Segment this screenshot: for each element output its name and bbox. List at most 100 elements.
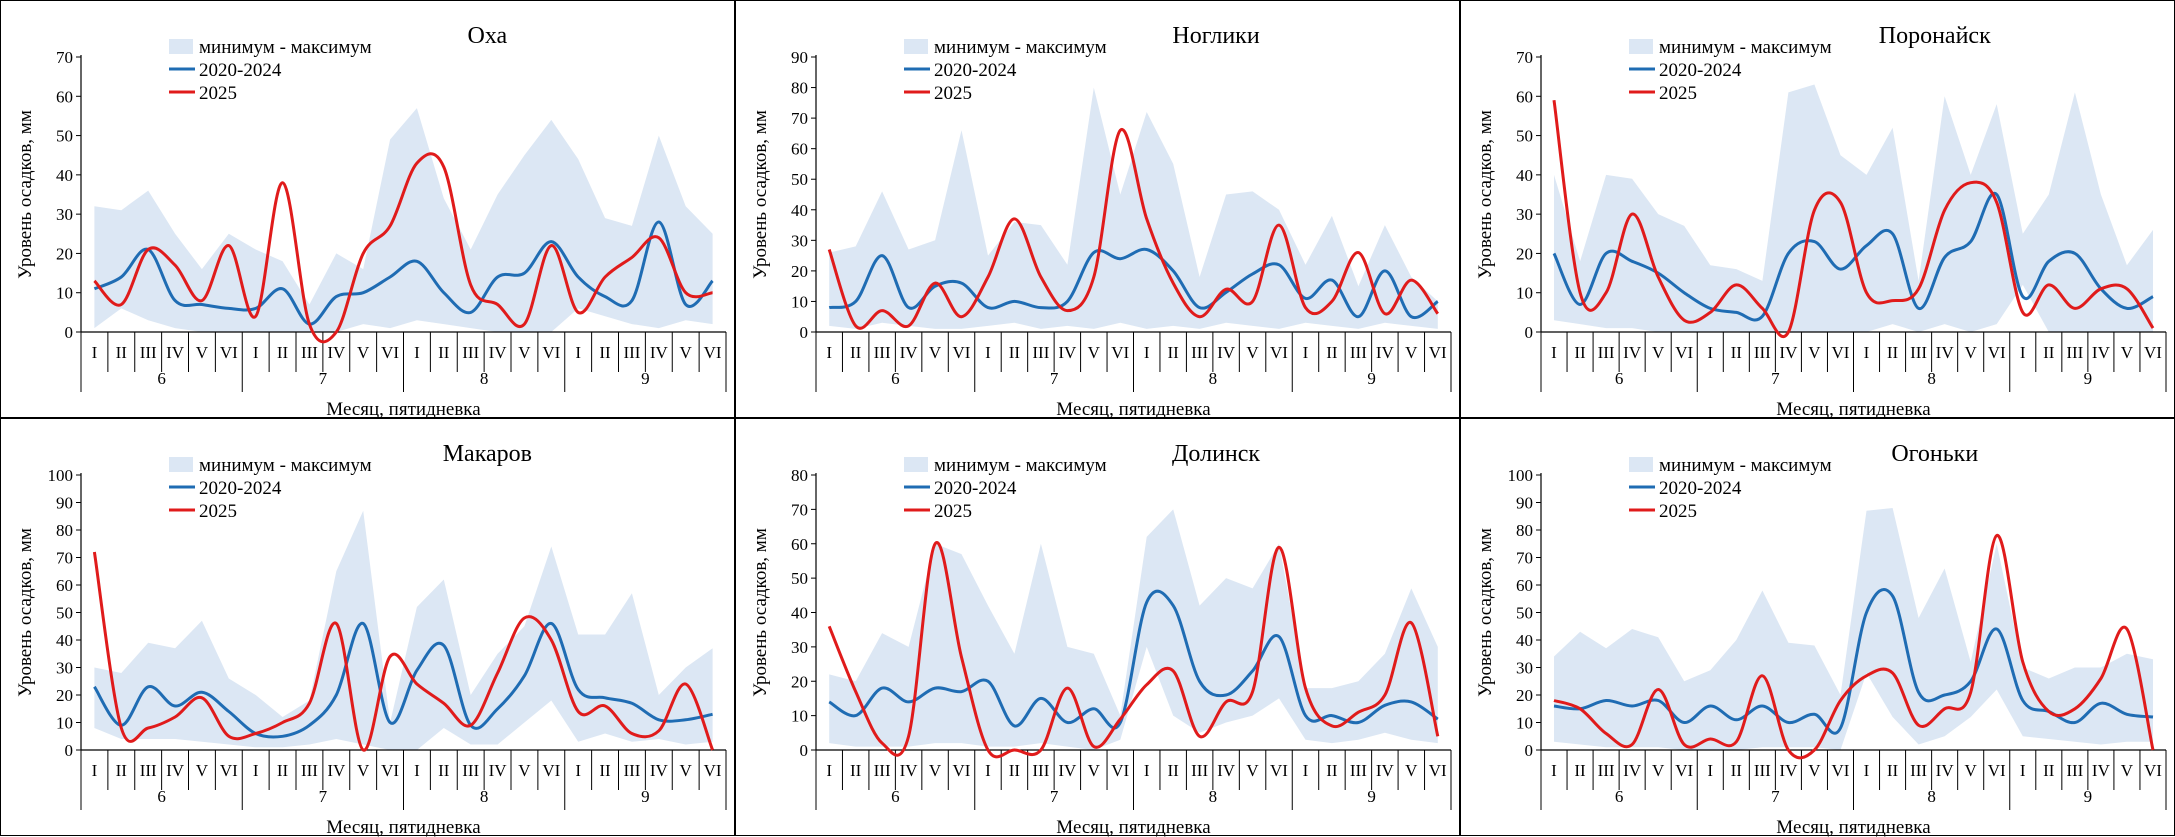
chart-title: Ноглики — [1172, 23, 1259, 49]
x-tick-label: IV — [1623, 343, 1642, 362]
x-tick-label: III — [140, 343, 157, 362]
y-tick-label: 10 — [56, 284, 73, 303]
y-tick-label: 60 — [791, 140, 808, 159]
x-tick-label: VI — [381, 761, 399, 780]
x-tick-label: III — [623, 343, 640, 362]
chart-panel-3: 0 10 20 30 40 50 60 70 I II III IV V VI I II III IV V VI I II… — [1460, 0, 2175, 419]
x-tick-label: VI — [1429, 343, 1447, 362]
x-tick-label: III — [1910, 343, 1927, 362]
x-tick-label: III — [1754, 761, 1771, 780]
x-tick-label: IV — [1779, 761, 1798, 780]
x-tick-label: I — [1707, 343, 1713, 362]
y-tick-label: 20 — [791, 262, 808, 281]
series-line-current — [827, 128, 1440, 330]
x-tick-label: VI — [2144, 761, 2162, 780]
x-tick-label: V — [680, 343, 693, 362]
y-tick-label: 0 — [800, 741, 809, 760]
x-tick-label: I — [414, 761, 420, 780]
y-tick-label: 80 — [791, 79, 808, 98]
legend-range-label: минимум - максимум — [199, 37, 372, 58]
x-tick-label: VI — [1429, 761, 1447, 780]
x-tick-label: III — [462, 761, 479, 780]
x-month-label: 9 — [641, 369, 650, 388]
legend-range-swatch — [169, 457, 193, 472]
y-tick-label: 90 — [1516, 494, 1533, 513]
x-tick-label: III — [1191, 761, 1208, 780]
x-tick-label: IV — [1217, 343, 1236, 362]
x-tick-label: II — [1887, 761, 1899, 780]
range-band — [829, 509, 1438, 750]
x-tick-label: IV — [1376, 761, 1395, 780]
x-tick-label: VI — [1111, 343, 1129, 362]
x-tick-label: II — [1009, 761, 1021, 780]
y-tick-label: 90 — [791, 48, 808, 67]
x-tick-label: II — [1731, 343, 1743, 362]
legend-hist-label: 2020-2024 — [1659, 60, 1742, 81]
y-tick-label: 80 — [56, 521, 73, 540]
y-tick-label: 50 — [791, 170, 808, 189]
x-tick-label: IV — [1217, 761, 1236, 780]
x-tick-label: IV — [2092, 343, 2111, 362]
y-axis-title: Уровень осадков, мм — [15, 110, 36, 279]
x-tick-label: V — [1652, 761, 1665, 780]
x-tick-label: VI — [542, 343, 560, 362]
x-month-label: 9 — [1367, 369, 1376, 388]
legend-current-label: 2025 — [1659, 501, 1697, 522]
y-axis-title: Уровень осадков, мм — [1475, 528, 1496, 697]
y-tick-label: 70 — [56, 549, 73, 568]
y-tick-label: 20 — [56, 244, 73, 263]
x-tick-label: V — [1808, 343, 1821, 362]
x-tick-label: II — [277, 343, 289, 362]
chart-panel-4: 0 10 20 30 40 50 60 70 80 90 100 I II III IV V VI I II III I… — [0, 418, 735, 837]
x-tick-label: I — [1551, 761, 1557, 780]
x-month-label: 9 — [2084, 369, 2093, 388]
x-tick-label: IV — [1936, 343, 1955, 362]
x-tick-label: II — [116, 343, 128, 362]
x-tick-label: IV — [489, 761, 508, 780]
series-line-current — [1553, 533, 2155, 760]
y-tick-label: 30 — [791, 638, 808, 657]
x-tick-label: I — [1144, 761, 1150, 780]
x-tick-label: I — [826, 343, 832, 362]
chart-title: Оха — [468, 23, 508, 49]
x-month-label: 8 — [480, 369, 489, 388]
y-tick-label: 60 — [1516, 576, 1533, 595]
y-tick-label: 70 — [56, 48, 73, 67]
y-tick-label: 70 — [791, 109, 808, 128]
chart-title: Огоньки — [1891, 441, 1978, 467]
y-tick-label: 20 — [1516, 686, 1533, 705]
x-tick-label: VI — [220, 761, 238, 780]
x-tick-label: I — [1551, 343, 1557, 362]
legend-hist-label: 2020-2024 — [934, 478, 1017, 499]
series-line-hist — [93, 220, 714, 326]
y-tick-label: 40 — [56, 631, 73, 650]
x-tick-label: VI — [1675, 761, 1693, 780]
legend-current-label: 2025 — [934, 83, 972, 104]
legend-range-label: минимум - максимум — [199, 455, 372, 476]
x-tick-label: V — [518, 761, 531, 780]
chart-panel-1: 0 10 20 30 40 50 60 70 I II III IV V VI I II III IV V VI I II… — [0, 0, 735, 419]
x-tick-label: II — [277, 761, 289, 780]
y-tick-label: 40 — [56, 166, 73, 185]
x-tick-label: I — [253, 761, 259, 780]
y-axis-title: Уровень осадков, мм — [750, 528, 771, 697]
x-tick-label: I — [92, 343, 98, 362]
x-tick-label: III — [1754, 343, 1771, 362]
series-line-current — [1552, 99, 2155, 338]
range-band — [1554, 508, 2153, 750]
x-tick-label: V — [196, 343, 209, 362]
legend-range-swatch — [169, 39, 193, 54]
y-tick-label: 30 — [1516, 659, 1533, 678]
x-tick-label: I — [985, 761, 991, 780]
x-tick-label: II — [1326, 761, 1338, 780]
x-month-label: 9 — [2084, 787, 2093, 806]
y-tick-label: 60 — [791, 535, 808, 554]
x-tick-label: III — [1191, 343, 1208, 362]
legend-range-label: минимум - максимум — [1659, 455, 1832, 476]
chart-title: Долинск — [1172, 441, 1260, 467]
